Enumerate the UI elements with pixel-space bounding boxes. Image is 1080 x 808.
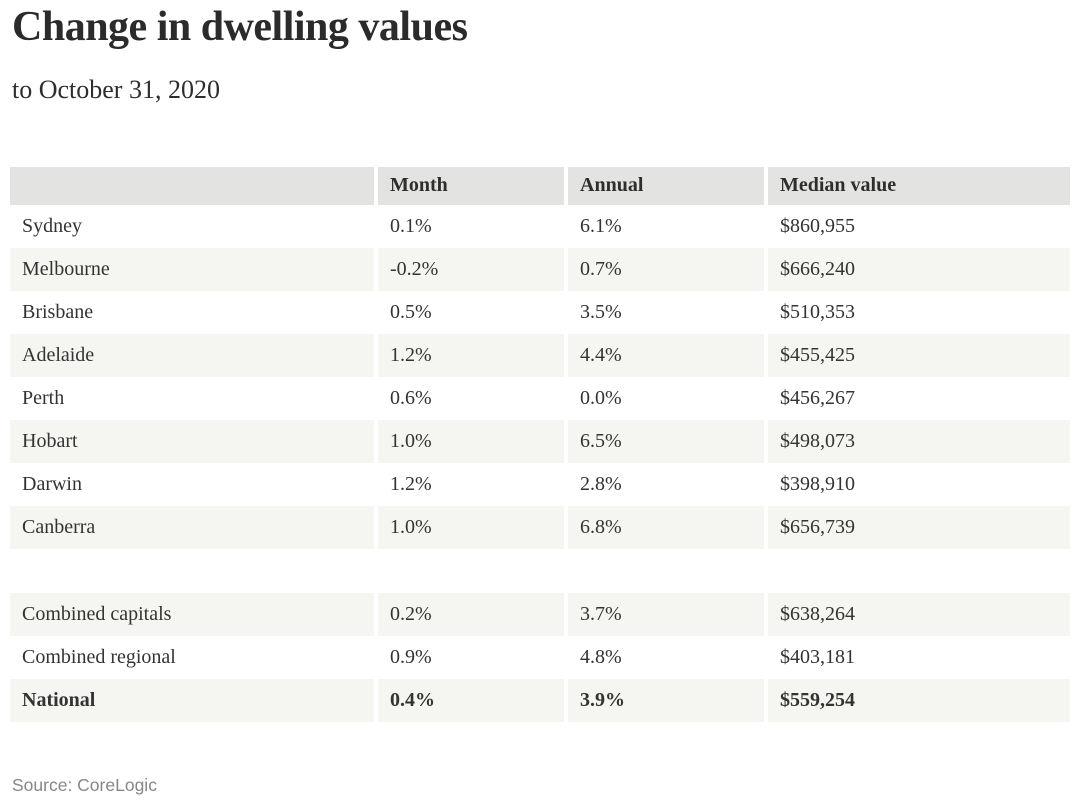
column-header-month: Month [374,166,566,205]
region-label: Darwin [10,462,376,506]
annual-value: 6.1% [564,204,766,248]
region-label: Perth [10,376,376,420]
month-value: 0.1% [374,204,566,248]
table-row-adelaide: Adelaide 1.2% 4.4% $455,425 [10,333,1070,377]
table-row-brisbane: Brisbane 0.5% 3.5% $510,353 [10,290,1070,334]
table-row-darwin: Darwin 1.2% 2.8% $398,910 [10,462,1070,506]
source-attribution: Source: CoreLogic [12,774,157,795]
median-value: $498,073 [764,419,1070,463]
region-label: Sydney [10,204,376,248]
month-value: -0.2% [374,247,566,291]
median-value: $860,955 [764,204,1070,248]
region-label: Melbourne [10,247,376,291]
table-row-national: National 0.4% 3.9% $559,254 [10,678,1070,722]
table-row-canberra: Canberra 1.0% 6.8% $656,739 [10,505,1070,549]
table-row-combined-regional: Combined regional 0.9% 4.8% $403,181 [10,635,1070,679]
median-value: $510,353 [764,290,1070,334]
annual-value: 3.7% [564,592,766,636]
column-header-annual: Annual [564,166,766,205]
month-value: 1.0% [374,505,566,549]
annual-value: 4.4% [564,333,766,377]
median-value: $398,910 [764,462,1070,506]
annual-value: 3.5% [564,290,766,334]
region-label: Hobart [10,419,376,463]
region-label: Canberra [10,505,376,549]
column-header-median-value: Median value [764,166,1070,205]
table-header: Month Annual Median value [10,166,1070,205]
median-value: $559,254 [764,678,1070,722]
header-row: Month Annual Median value [10,166,1070,205]
region-label: Combined regional [10,635,376,679]
region-label: National [10,678,376,722]
page-subtitle: to October 31, 2020 [12,75,220,105]
annual-value: 2.8% [564,462,766,506]
median-value: $638,264 [764,592,1070,636]
annual-value: 6.8% [564,505,766,549]
region-label: Brisbane [10,290,376,334]
dwelling-values-table: Month Annual Median value Sydney 0.1% 6.… [10,166,1070,722]
month-value: 0.9% [374,635,566,679]
table-row-combined-capitals: Combined capitals 0.2% 3.7% $638,264 [10,592,1070,636]
annual-value: 3.9% [564,678,766,722]
month-value: 0.5% [374,290,566,334]
annual-value: 0.7% [564,247,766,291]
month-value: 0.4% [374,678,566,722]
median-value: $666,240 [764,247,1070,291]
table-row-perth: Perth 0.6% 0.0% $456,267 [10,376,1070,420]
month-value: 1.2% [374,462,566,506]
median-value: $656,739 [764,505,1070,549]
spacer-row [10,548,1070,593]
annual-value: 4.8% [564,635,766,679]
month-value: 0.6% [374,376,566,420]
region-label: Adelaide [10,333,376,377]
table-row-hobart: Hobart 1.0% 6.5% $498,073 [10,419,1070,463]
page-title: Change in dwelling values [12,4,468,50]
median-value: $403,181 [764,635,1070,679]
month-value: 1.2% [374,333,566,377]
table-row-melbourne: Melbourne -0.2% 0.7% $666,240 [10,247,1070,291]
month-value: 0.2% [374,592,566,636]
median-value: $455,425 [764,333,1070,377]
annual-value: 0.0% [564,376,766,420]
annual-value: 6.5% [564,419,766,463]
region-label: Combined capitals [10,592,376,636]
month-value: 1.0% [374,419,566,463]
column-header-region [10,166,376,205]
table-row-sydney: Sydney 0.1% 6.1% $860,955 [10,204,1070,248]
median-value: $456,267 [764,376,1070,420]
